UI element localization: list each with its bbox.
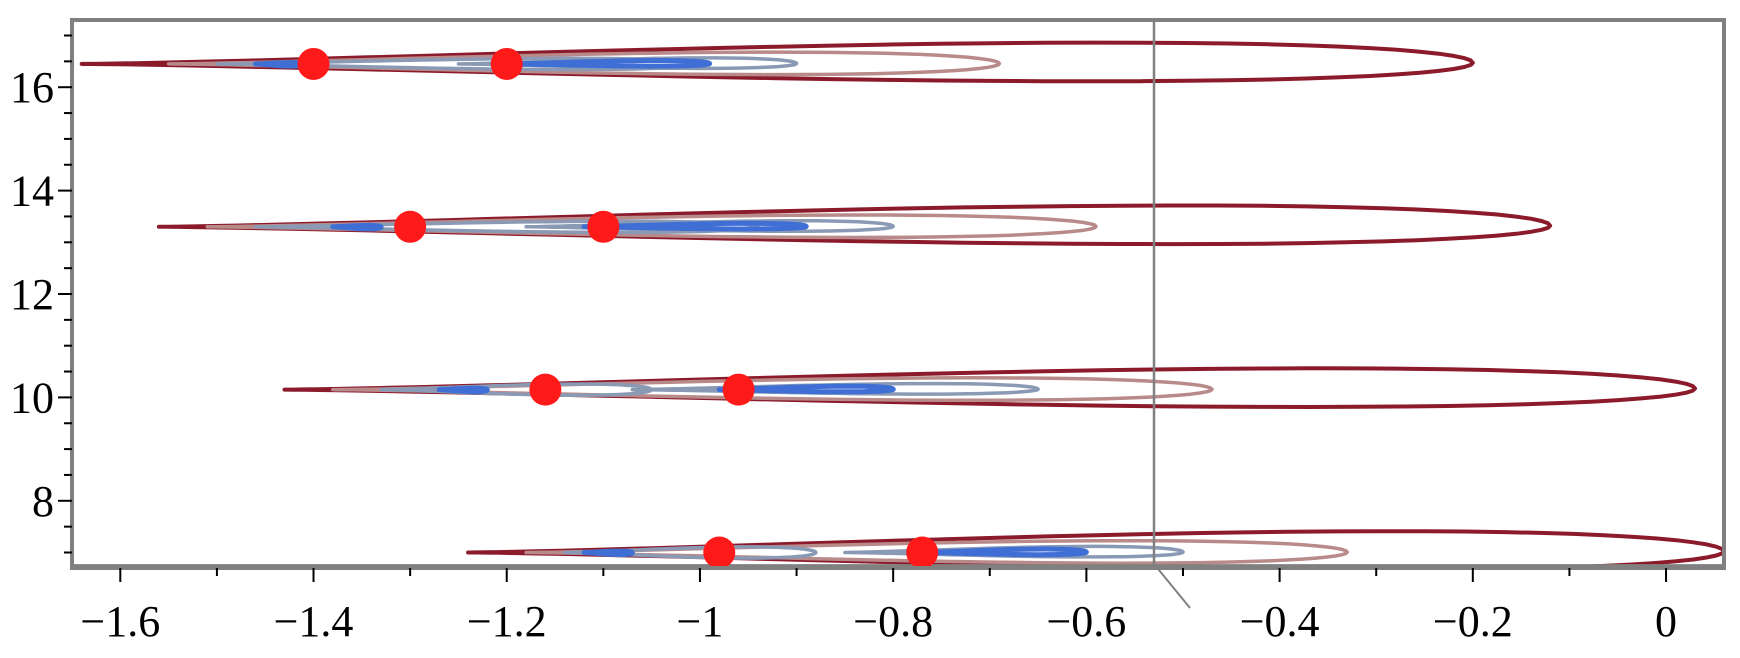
contour-inner-g0-5 bbox=[253, 60, 307, 69]
critical-points bbox=[297, 47, 939, 569]
y-tick-label: 10 bbox=[10, 373, 54, 422]
critical-point-g2-0 bbox=[529, 373, 562, 406]
contour-inner-g3-5 bbox=[581, 548, 635, 558]
x-tick-label: −0.4 bbox=[1240, 597, 1320, 646]
y-tick-label: 8 bbox=[32, 477, 54, 526]
critical-point-g0-0 bbox=[297, 47, 330, 80]
y-axis: 8 10 12 14 16 bbox=[10, 34, 72, 554]
x-tick-label: 0 bbox=[1655, 597, 1677, 646]
contour-layer bbox=[79, 40, 1724, 568]
x-tick-label: −0.2 bbox=[1433, 597, 1513, 646]
x-tick-label: −1.2 bbox=[467, 597, 547, 646]
critical-point-g1-1 bbox=[587, 210, 620, 243]
contour-inner-g2-5 bbox=[436, 385, 490, 395]
contour-inner-g0-4 bbox=[504, 58, 713, 69]
y-tick-label: 12 bbox=[10, 270, 54, 319]
critical-point-g3-1 bbox=[906, 536, 939, 569]
x-tick-label: −1.6 bbox=[80, 597, 160, 646]
critical-point-g1-0 bbox=[394, 210, 427, 243]
x-tick-label: −1 bbox=[677, 597, 724, 646]
critical-point-g2-1 bbox=[722, 373, 755, 406]
contour-inner-g3-4 bbox=[919, 546, 1089, 558]
critical-point-g0-1 bbox=[490, 47, 523, 80]
contour-inner-g2-4 bbox=[716, 383, 896, 395]
contour-inner-g1-5 bbox=[330, 222, 384, 232]
crosshair-pointer-line bbox=[1153, 563, 1191, 609]
x-tick-label: −0.8 bbox=[853, 597, 933, 646]
plot-frame bbox=[70, 18, 1726, 570]
contour-inner-g1-4 bbox=[581, 220, 809, 232]
x-tick-label: −1.4 bbox=[274, 597, 354, 646]
x-tick-label: −0.6 bbox=[1046, 597, 1126, 646]
y-tick-label: 16 bbox=[10, 63, 54, 112]
critical-point-g3-0 bbox=[703, 536, 736, 569]
x-axis: −1.6 −1.4 −1.2 −1 −0.8 −0.6 −0.4 −0.2 0 bbox=[80, 568, 1677, 646]
y-tick-label: 14 bbox=[10, 167, 54, 216]
crosshair bbox=[72, 20, 1724, 609]
